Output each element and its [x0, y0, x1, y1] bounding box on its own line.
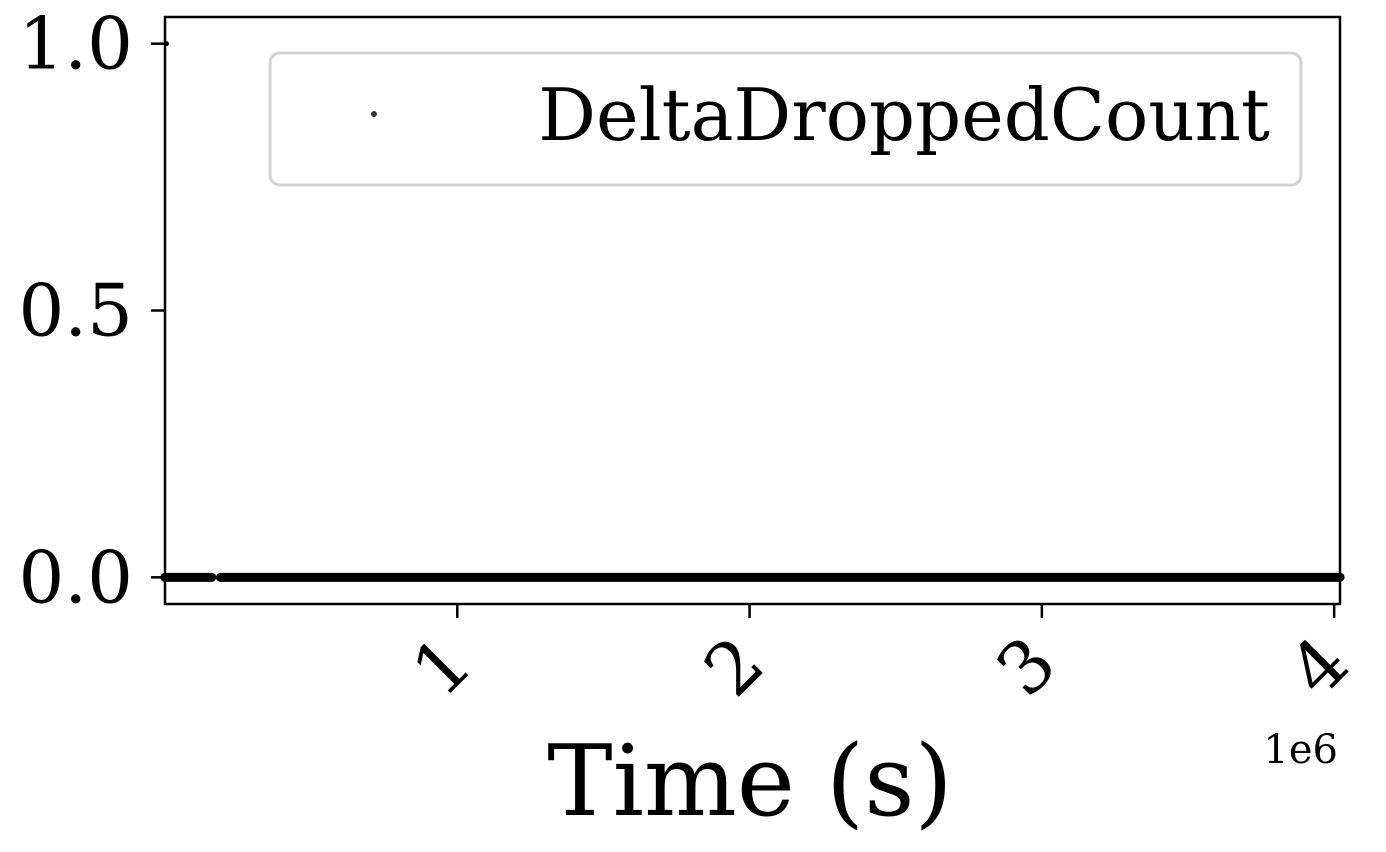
y-tick-label: 0.5 [18, 269, 133, 353]
legend: DeltaDroppedCount [268, 51, 1303, 187]
legend-marker [371, 111, 377, 117]
legend-label: DeltaDroppedCount [538, 73, 1270, 157]
x-offset-text: 1e6 [1263, 727, 1338, 773]
legend-box [268, 51, 1303, 187]
x-tick-label: 2 [688, 620, 780, 712]
x-tick-label: 4 [1273, 620, 1365, 712]
y-tick-label: 0.0 [18, 535, 133, 619]
data-point [216, 572, 226, 582]
x-axis-title: Time (s) [547, 725, 953, 839]
y-tick-label: 1.0 [18, 2, 133, 86]
data-point [204, 572, 214, 582]
x-tick-label: 3 [980, 620, 1072, 712]
x-tick-label: 1 [396, 620, 488, 712]
plot-area [160, 41, 1345, 582]
